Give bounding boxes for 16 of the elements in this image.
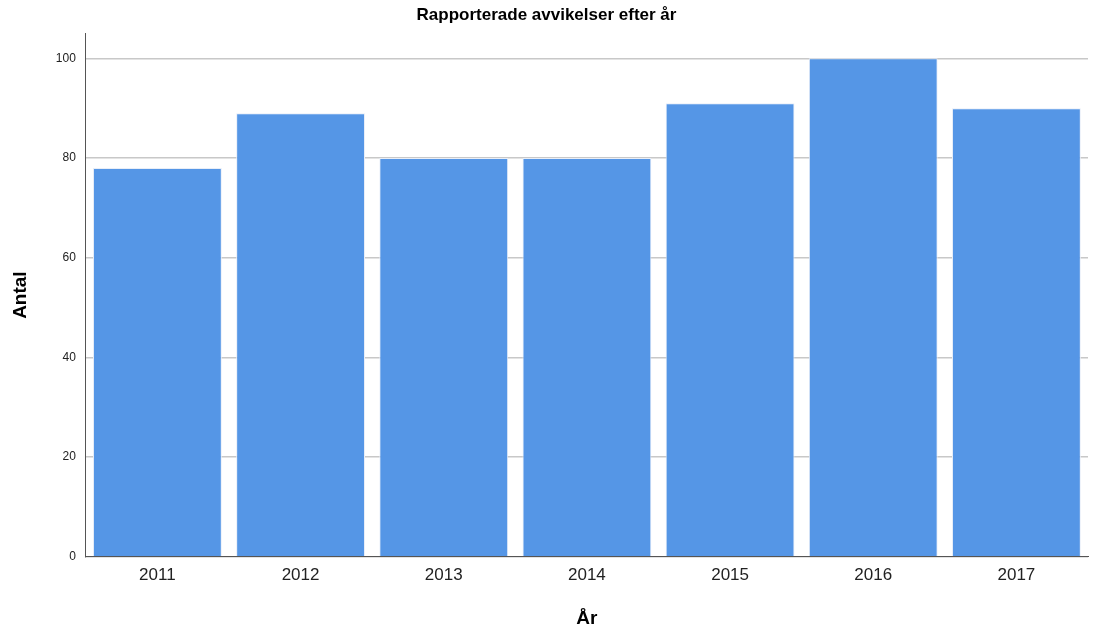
y-tick-label: 20	[62, 449, 77, 464]
y-tick-label: 60	[62, 250, 77, 265]
x-tick-label: 2017	[997, 564, 1036, 584]
chart-title: Rapporterade avvikelser efter år	[416, 4, 677, 24]
y-axis-title: Antal	[8, 271, 30, 319]
y-tick-label: 40	[62, 349, 77, 364]
x-tick-label: 2016	[854, 564, 893, 584]
x-tick-label: 2015	[711, 564, 749, 584]
x-tick-label: 2014	[568, 564, 606, 584]
x-tick-label: 2013	[424, 564, 463, 584]
y-tick-label: 80	[62, 150, 77, 165]
y-tick-label: 100	[55, 50, 77, 65]
x-axis-title: År	[576, 606, 599, 628]
y-tick-label: 0	[69, 549, 77, 564]
x-tick-label: 2011	[139, 564, 176, 584]
x-tick-label: 2012	[281, 564, 320, 584]
